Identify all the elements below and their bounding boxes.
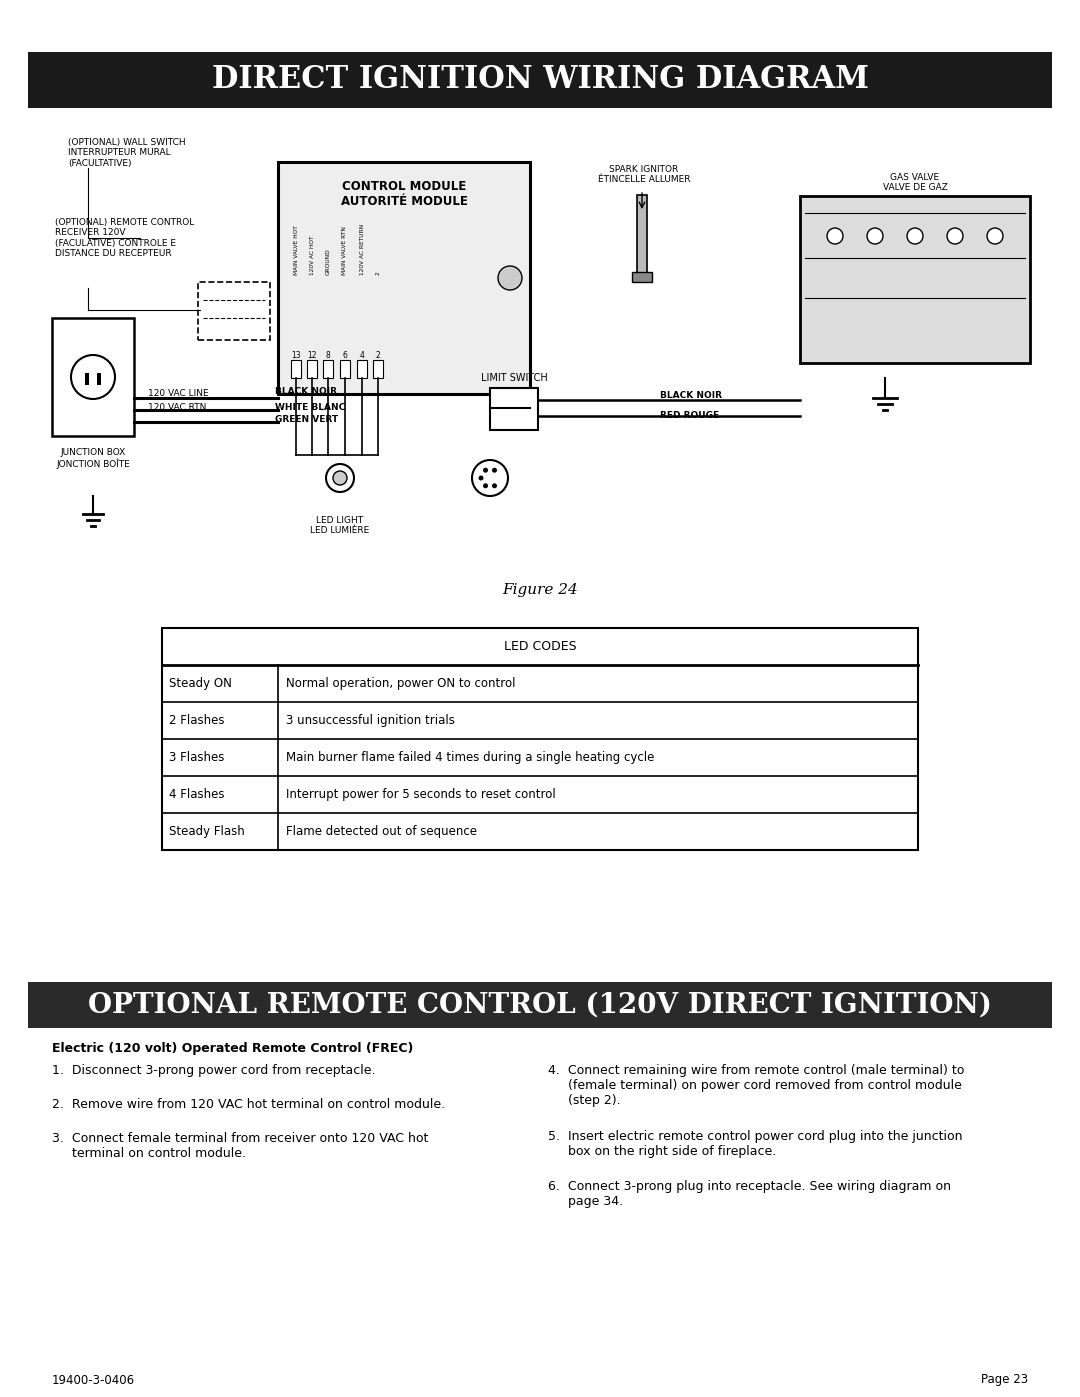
Circle shape: [492, 483, 497, 489]
Text: 120V AC RETURN: 120V AC RETURN: [360, 224, 365, 275]
Text: Main burner flame failed 4 times during a single heating cycle: Main burner flame failed 4 times during …: [286, 752, 654, 764]
Text: RED ROUGE: RED ROUGE: [660, 412, 719, 420]
Text: LED LIGHT
LED LUMIÈRE: LED LIGHT LED LUMIÈRE: [310, 515, 369, 535]
Circle shape: [492, 468, 497, 472]
Text: MAIN VALVE HOT: MAIN VALVE HOT: [294, 225, 298, 275]
Text: Steady ON: Steady ON: [168, 678, 232, 690]
Bar: [291, 360, 301, 379]
Text: Electric (120 volt) Operated Remote Control (FREC): Electric (120 volt) Operated Remote Cont…: [52, 1042, 414, 1055]
Bar: [198, 282, 270, 339]
Text: SPARK IGNITOR
ÉTINCELLE ALLUMER: SPARK IGNITOR ÉTINCELLE ALLUMER: [597, 165, 690, 184]
Text: 3 Flashes: 3 Flashes: [168, 752, 225, 764]
Bar: [323, 360, 333, 379]
Text: 120 VAC RTN: 120 VAC RTN: [148, 404, 206, 412]
Circle shape: [867, 228, 883, 244]
Text: Steady Flash: Steady Flash: [168, 826, 245, 838]
Text: GREEN VERT: GREEN VERT: [275, 415, 338, 425]
Bar: [85, 373, 89, 386]
Text: 2 Flashes: 2 Flashes: [168, 714, 225, 726]
Text: 3.  Connect female terminal from receiver onto 120 VAC hot
     terminal on cont: 3. Connect female terminal from receiver…: [52, 1132, 429, 1160]
Bar: [632, 272, 652, 282]
Bar: [28, 52, 1052, 108]
Circle shape: [947, 228, 963, 244]
Text: 8: 8: [326, 351, 330, 359]
Bar: [162, 629, 918, 849]
Text: LED CODES: LED CODES: [503, 640, 577, 652]
Circle shape: [333, 471, 347, 485]
Text: 120V AC HOT: 120V AC HOT: [310, 236, 314, 275]
Text: 6: 6: [342, 351, 348, 359]
Text: BLACK NOIR: BLACK NOIR: [660, 391, 723, 401]
Text: 3 unsuccessful ignition trials: 3 unsuccessful ignition trials: [286, 714, 455, 726]
Circle shape: [907, 228, 923, 244]
Text: OPTIONAL REMOTE CONTROL (120V DIRECT IGNITION): OPTIONAL REMOTE CONTROL (120V DIRECT IGN…: [89, 992, 991, 1018]
Bar: [357, 360, 367, 379]
Circle shape: [483, 468, 488, 472]
Circle shape: [71, 355, 114, 400]
Text: (OPTIONAL) WALL SWITCH
INTERRUPTEUR MURAL
(FACULTATIVE): (OPTIONAL) WALL SWITCH INTERRUPTEUR MURA…: [68, 138, 186, 168]
Bar: [637, 196, 647, 279]
Text: 19400-3-0406: 19400-3-0406: [52, 1373, 135, 1386]
Text: 120 VAC LINE: 120 VAC LINE: [148, 390, 208, 398]
Text: 4: 4: [360, 351, 364, 359]
Text: 6.  Connect 3-prong plug into receptacle. See wiring diagram on
     page 34.: 6. Connect 3-prong plug into receptacle.…: [548, 1180, 951, 1208]
Text: 4 Flashes: 4 Flashes: [168, 788, 225, 800]
Circle shape: [827, 228, 843, 244]
Bar: [28, 982, 1052, 1028]
Text: GROUND: GROUND: [325, 249, 330, 275]
Text: Flame detected out of sequence: Flame detected out of sequence: [286, 826, 477, 838]
Bar: [97, 373, 102, 386]
Bar: [52, 319, 134, 436]
Text: 2.  Remove wire from 120 VAC hot terminal on control module.: 2. Remove wire from 120 VAC hot terminal…: [52, 1098, 445, 1111]
Text: DIRECT IGNITION WIRING DIAGRAM: DIRECT IGNITION WIRING DIAGRAM: [212, 64, 868, 95]
Bar: [800, 196, 1030, 363]
Circle shape: [483, 483, 488, 489]
Text: 12: 12: [307, 351, 316, 359]
Text: Page 23: Page 23: [981, 1373, 1028, 1386]
Text: 2: 2: [376, 271, 380, 275]
Text: LIMIT SWITCH: LIMIT SWITCH: [481, 373, 548, 383]
Text: Figure 24: Figure 24: [502, 583, 578, 597]
Bar: [490, 388, 538, 430]
Text: Normal operation, power ON to control: Normal operation, power ON to control: [286, 678, 515, 690]
Bar: [307, 360, 318, 379]
Text: (OPTIONAL) REMOTE CONTROL
RECEIVER 120V
(FACULATIVE) CONTROLE E
DISTANCE DU RECE: (OPTIONAL) REMOTE CONTROL RECEIVER 120V …: [55, 218, 194, 258]
Text: MAIN VALVE RTN: MAIN VALVE RTN: [342, 226, 348, 275]
Circle shape: [478, 475, 484, 481]
Text: GAS VALVE
VALVE DE GAZ: GAS VALVE VALVE DE GAZ: [882, 173, 947, 193]
Text: 13: 13: [292, 351, 301, 359]
Bar: [278, 162, 530, 394]
Text: CONTROL MODULE
AUTORITÉ MODULE: CONTROL MODULE AUTORITÉ MODULE: [340, 180, 468, 208]
Bar: [373, 360, 383, 379]
Text: WHITE BLANC: WHITE BLANC: [275, 404, 346, 412]
Bar: [340, 360, 350, 379]
Text: BLACK NOIR: BLACK NOIR: [275, 387, 337, 397]
Text: 1.  Disconnect 3-prong power cord from receptacle.: 1. Disconnect 3-prong power cord from re…: [52, 1065, 376, 1077]
Circle shape: [987, 228, 1003, 244]
Circle shape: [472, 460, 508, 496]
Text: 2: 2: [376, 351, 380, 359]
Text: 5.  Insert electric remote control power cord plug into the junction
     box on: 5. Insert electric remote control power …: [548, 1130, 962, 1158]
Text: JUNCTION BOX
JONCTION BOÎTE: JUNCTION BOX JONCTION BOÎTE: [56, 448, 130, 469]
Circle shape: [498, 265, 522, 291]
Circle shape: [326, 464, 354, 492]
Text: 4.  Connect remaining wire from remote control (male terminal) to
     (female t: 4. Connect remaining wire from remote co…: [548, 1065, 964, 1106]
Text: Interrupt power for 5 seconds to reset control: Interrupt power for 5 seconds to reset c…: [286, 788, 556, 800]
